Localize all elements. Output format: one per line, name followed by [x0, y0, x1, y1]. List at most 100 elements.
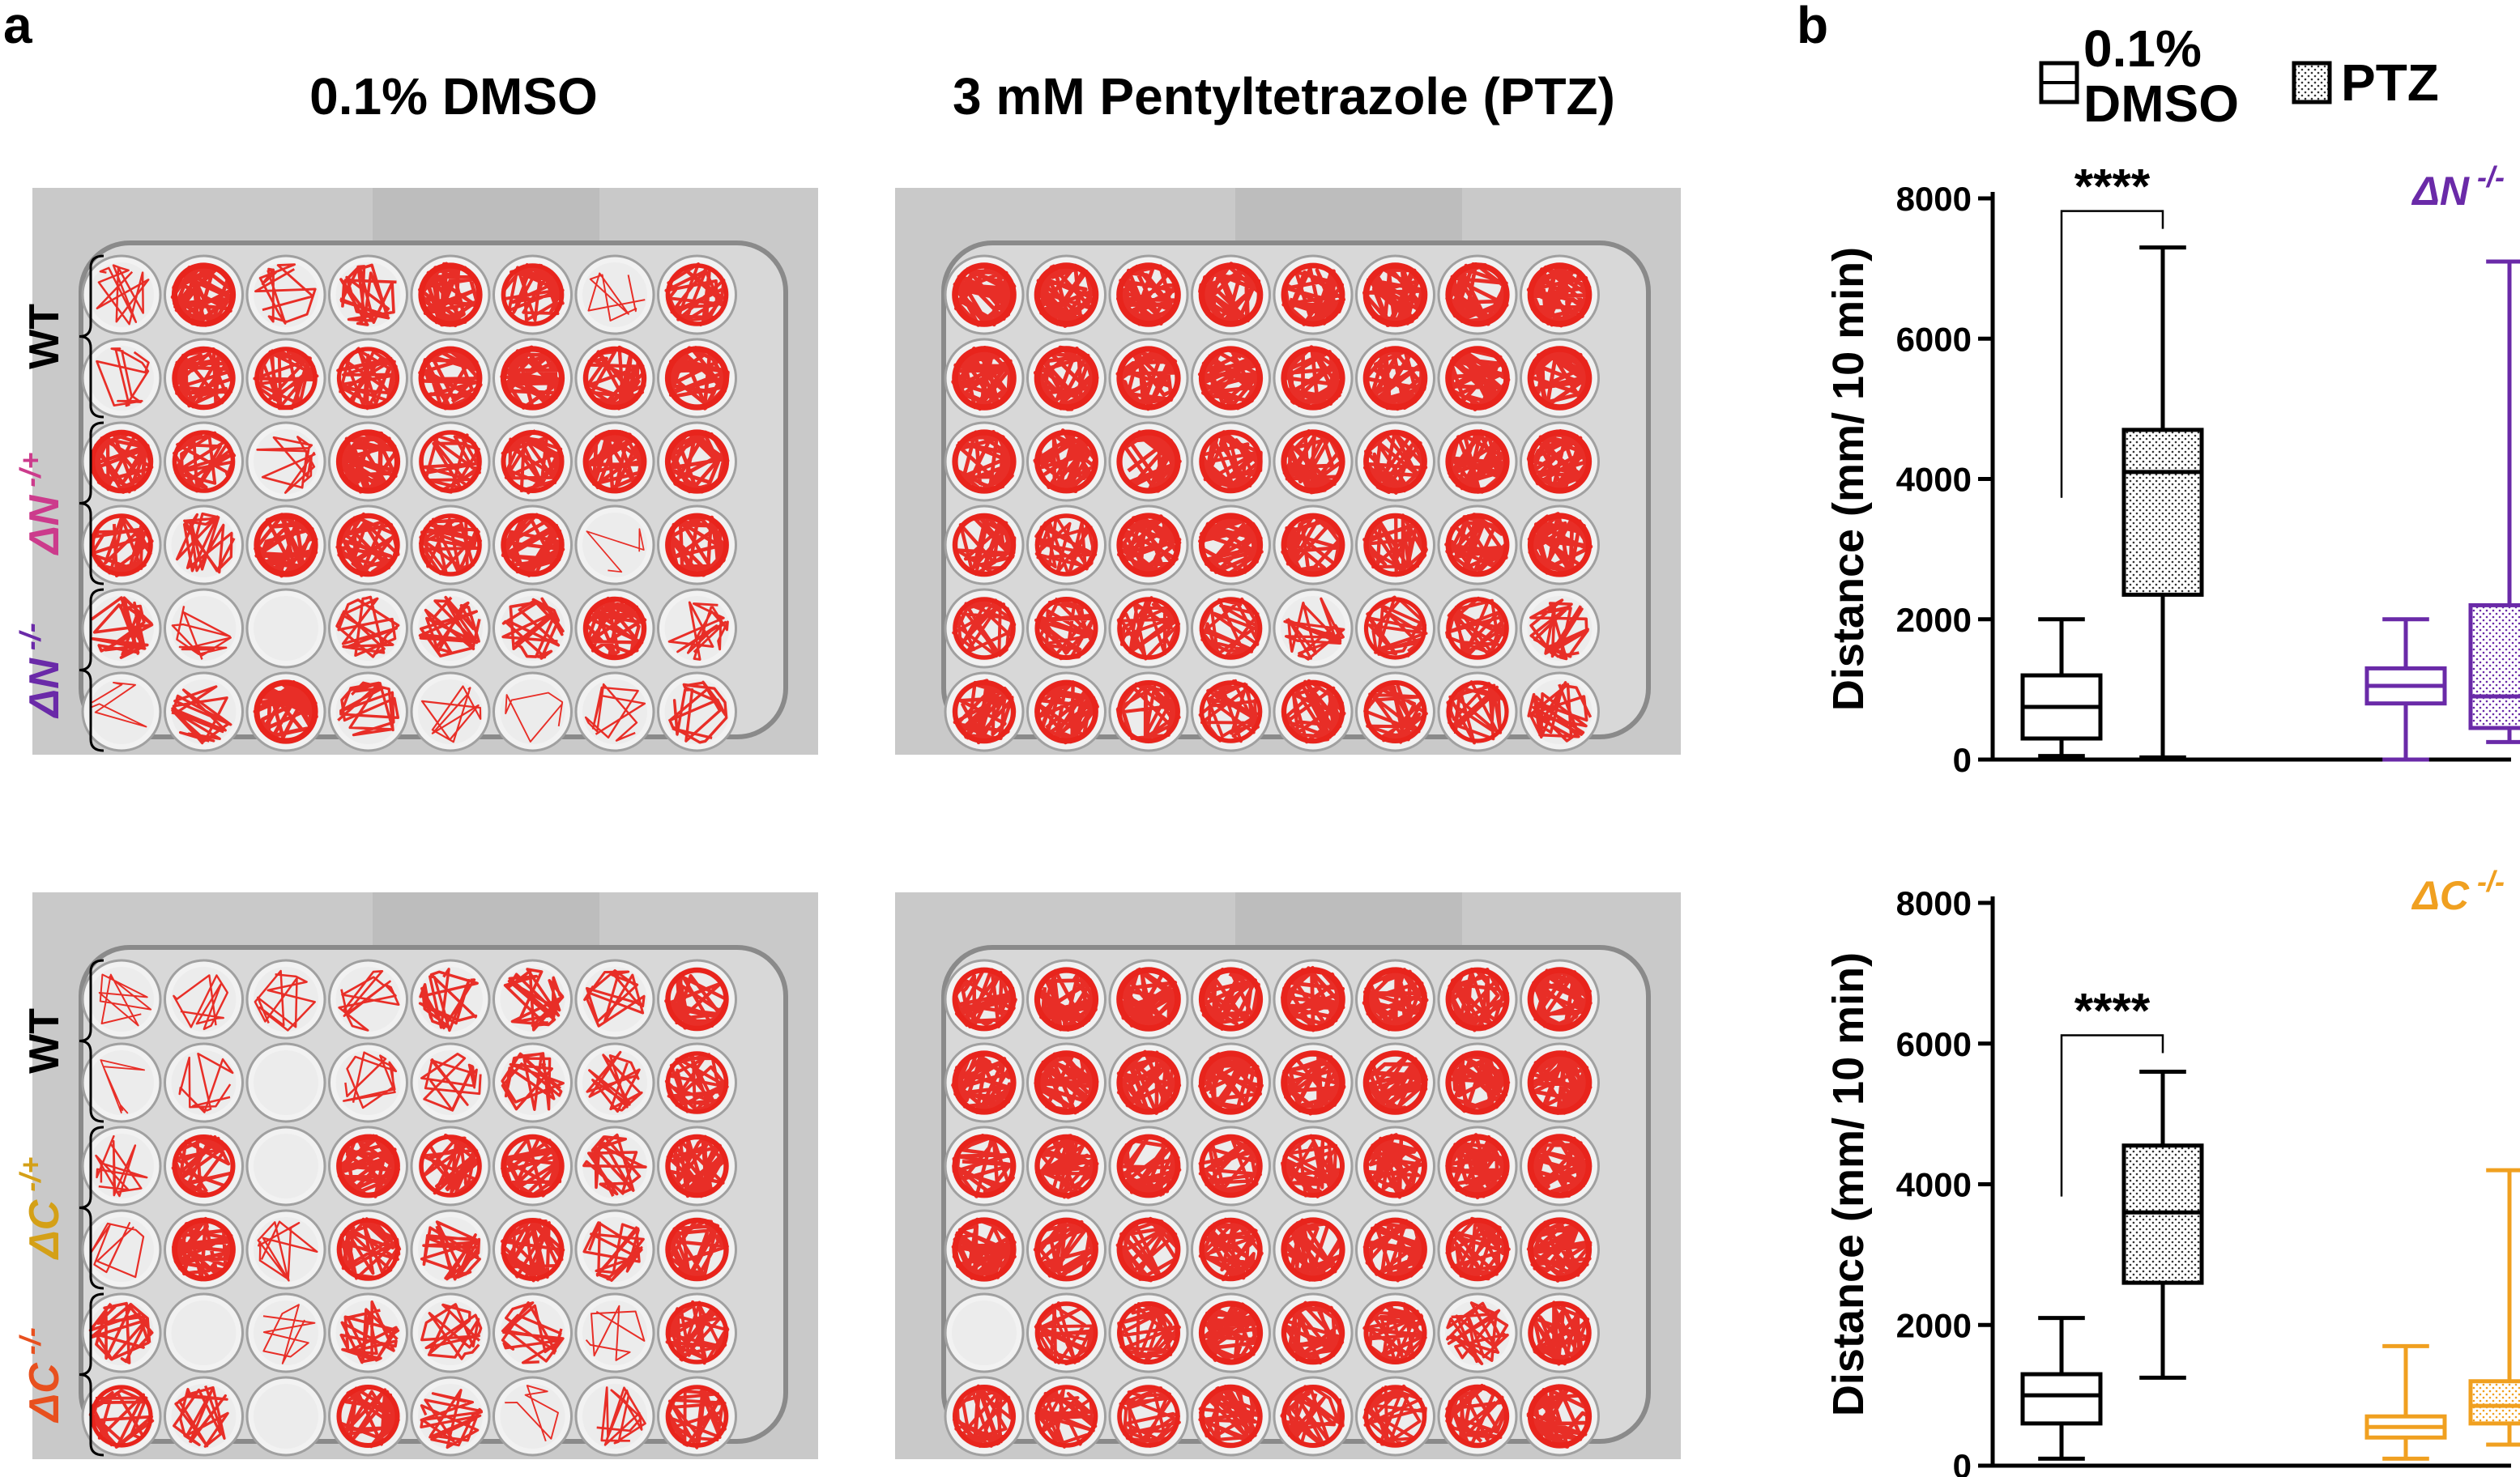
well: [657, 588, 737, 669]
well: [574, 421, 655, 502]
well: [492, 1376, 573, 1457]
trajectory-ring: [953, 597, 1016, 660]
plate-top-tab: [1235, 892, 1462, 949]
well: [1355, 254, 1435, 335]
trajectory-ring: [1445, 967, 1510, 1032]
well: [245, 959, 326, 1040]
trajectory: [505, 692, 564, 743]
trajectory: [1118, 1134, 1182, 1198]
well: [1355, 588, 1435, 669]
trajectory: [665, 346, 730, 411]
well: [81, 1376, 162, 1457]
top-row-group-label-text: ΔN: [21, 494, 68, 555]
bottom-row-group-bracket: [79, 1126, 104, 1290]
trajectory-ring: [1445, 1134, 1510, 1198]
plate-image: [895, 188, 1681, 755]
y-axis-label: Distance (mm/ 10 min): [1824, 952, 1873, 1416]
trajectory: [667, 601, 729, 661]
well: [1273, 504, 1354, 585]
box-body: [2468, 1379, 2520, 1426]
y-tick-label: 4000: [1896, 461, 1972, 499]
well: [1355, 1376, 1435, 1457]
well: [1520, 338, 1600, 419]
well-floor: [254, 596, 318, 661]
bottom-row-group-bracket: [79, 959, 104, 1123]
well: [1355, 338, 1435, 419]
well: [1191, 421, 1271, 502]
well: [328, 1209, 408, 1290]
trajectory-ring: [1116, 262, 1181, 327]
well: [1108, 1376, 1189, 1457]
trajectory-ring: [1199, 429, 1263, 494]
trajectory-ring: [1281, 262, 1345, 327]
well: [574, 1042, 655, 1123]
well: [245, 671, 326, 752]
well: [1026, 338, 1106, 419]
trajectory: [98, 973, 152, 1027]
well: [492, 959, 573, 1040]
trajectory-ring: [1199, 1134, 1263, 1198]
trajectory: [1283, 345, 1345, 410]
well: [574, 959, 655, 1040]
well: [944, 504, 1025, 585]
well-floor: [254, 1050, 318, 1115]
trajectory: [1034, 1386, 1098, 1449]
well: [164, 1042, 244, 1123]
trajectory-ring: [1363, 597, 1427, 660]
well: [410, 1126, 491, 1207]
trajectory-ring: [1116, 1217, 1181, 1282]
trajectory-ring: [1117, 597, 1180, 660]
trajectory-ring: [665, 1301, 729, 1364]
well: [410, 254, 491, 335]
trajectory-ring: [1116, 1050, 1181, 1115]
well: [657, 1209, 737, 1290]
well: [1191, 1376, 1271, 1457]
well: [1273, 959, 1354, 1040]
trajectory: [337, 1134, 401, 1198]
well: [328, 338, 408, 419]
trajectory: [505, 1385, 559, 1442]
trajectory-ring: [1527, 262, 1593, 327]
trajectory: [500, 345, 564, 410]
trajectory: [501, 1135, 564, 1198]
trajectory: [1445, 1133, 1509, 1200]
box-chart: 0 2000 4000 6000 8000 Distance (mm/ 10 min) ΔC…: [1824, 865, 2520, 1477]
trajectory-ring: [419, 513, 482, 577]
well: [657, 1376, 737, 1457]
trajectory-ring: [1034, 1385, 1098, 1448]
trajectory-ring: [1281, 1217, 1345, 1282]
trajectory-ring: [665, 1385, 729, 1448]
well: [1108, 959, 1189, 1040]
trajectory-ring: [501, 1134, 565, 1198]
well: [81, 421, 162, 502]
trajectory-ring: [171, 262, 237, 327]
well: [1026, 421, 1106, 502]
trajectory-ring: [172, 346, 236, 411]
well: [410, 421, 491, 502]
panel-a-letter: a: [3, 0, 32, 54]
trajectory: [1364, 1133, 1424, 1199]
well: [328, 1126, 408, 1207]
genotype-label-text: ΔN: [2411, 168, 2470, 214]
trajectory: [339, 1385, 400, 1449]
trajectory: [1446, 1301, 1509, 1365]
trajectory-ring: [1034, 513, 1098, 577]
y-tick-label: 8000: [1896, 180, 1972, 218]
well: [1108, 254, 1189, 335]
well: [492, 1126, 573, 1207]
well: [1191, 959, 1271, 1040]
box-body: [2468, 602, 2520, 730]
trajectory: [420, 1303, 483, 1360]
trajectory: [586, 528, 645, 573]
well: [328, 254, 408, 335]
top-row-group-label: ΔN -/+: [14, 453, 68, 555]
well: [1355, 1042, 1435, 1123]
trajectory-ring: [1445, 1050, 1510, 1115]
trajectory-ring: [1527, 1384, 1593, 1449]
genotype-label-superscript: -/-: [2469, 160, 2505, 194]
trajectory-ring: [254, 513, 318, 577]
column-title-dmso: 0.1% DMSO: [309, 67, 598, 126]
trajectory: [173, 431, 237, 493]
y-tick-label: 8000: [1896, 884, 1972, 922]
well-floor: [952, 1300, 1017, 1365]
